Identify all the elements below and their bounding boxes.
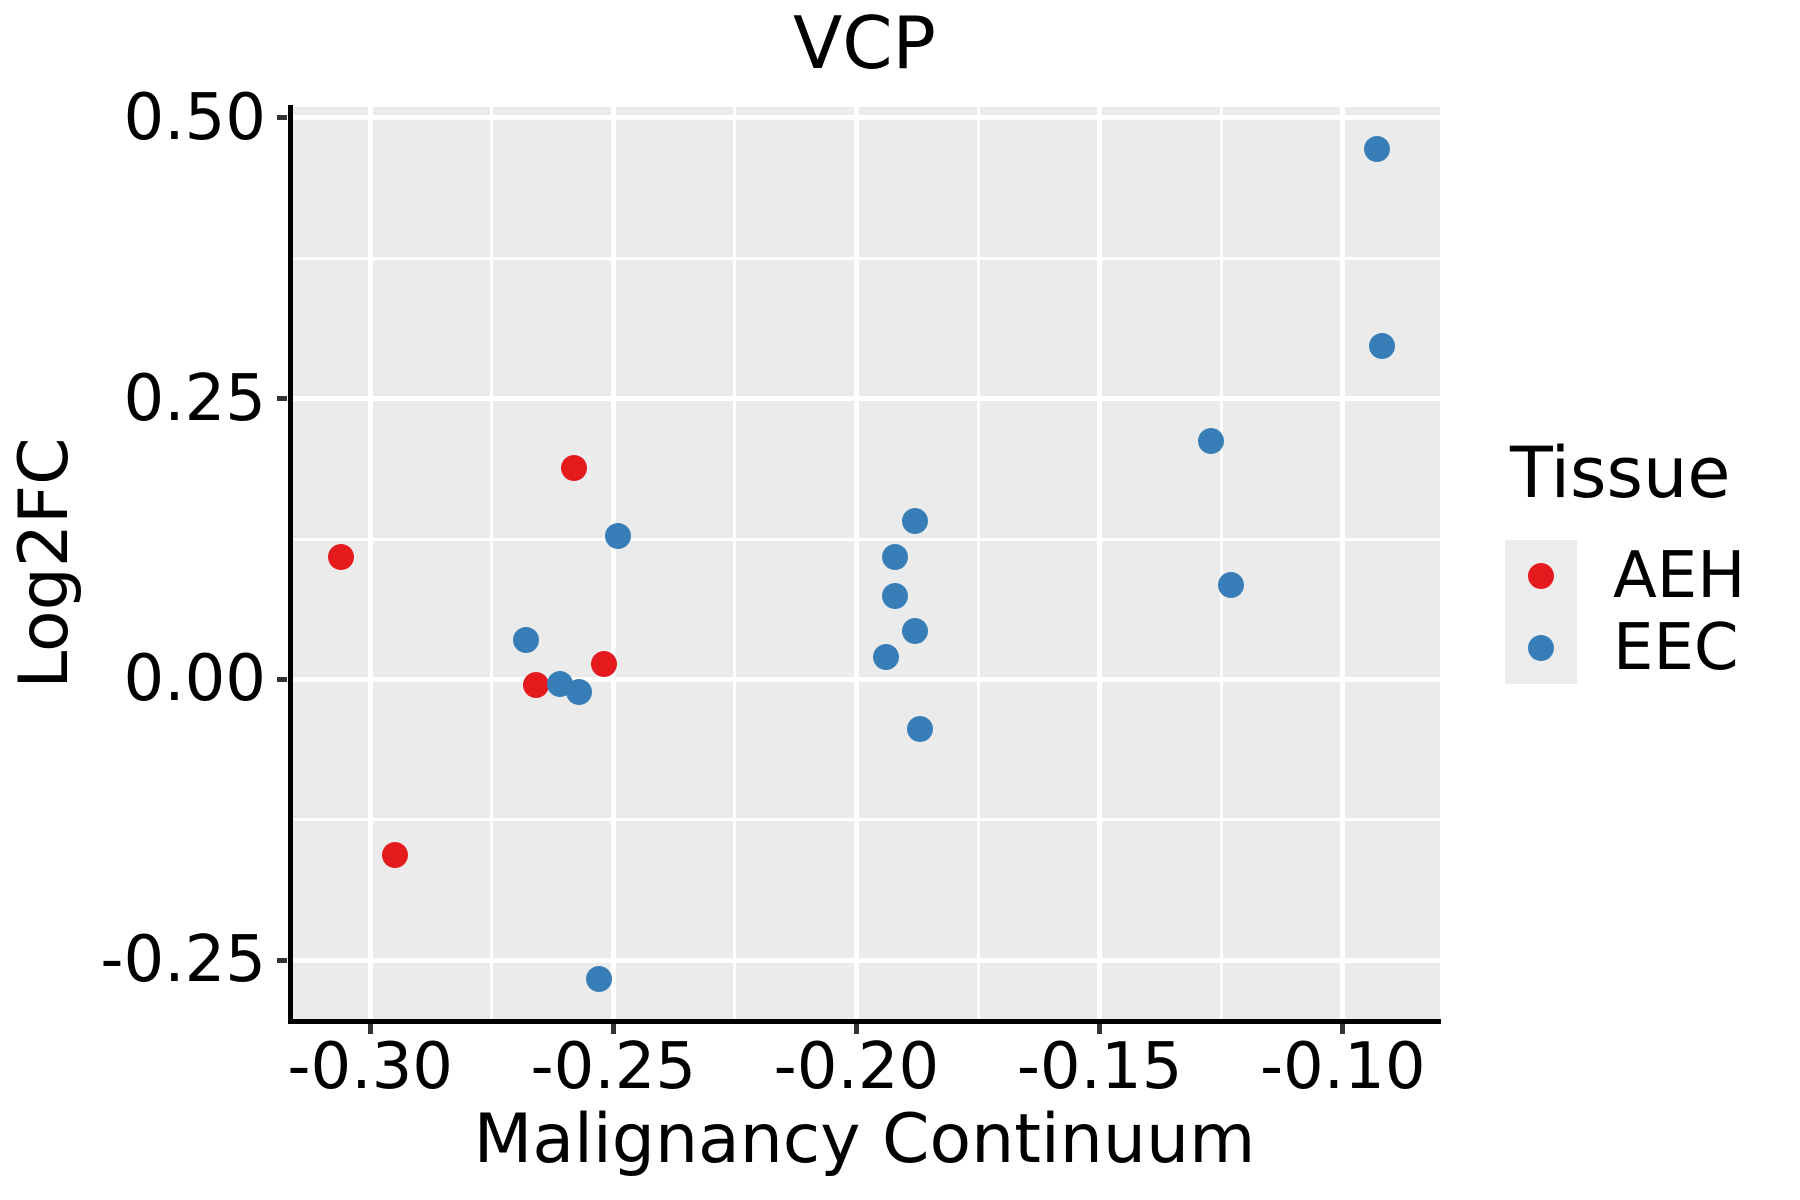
x-tick-label: -0.15 [1016, 1030, 1183, 1104]
legend-key-aeh [1505, 540, 1577, 612]
legend-title: Tissue [1510, 432, 1731, 514]
y-major-gridline [289, 115, 1440, 121]
x-tick-label: -0.25 [530, 1030, 697, 1104]
x-major-gridline [610, 107, 616, 1019]
plot-panel [289, 107, 1440, 1019]
data-point-eec [512, 627, 539, 654]
data-point-eec [585, 966, 612, 993]
data-point-eec [605, 522, 632, 549]
x-minor-gridline [1219, 107, 1223, 1019]
data-point-aeh [561, 455, 588, 482]
x-minor-gridline [733, 107, 737, 1019]
legend-label-aeh: AEH [1613, 539, 1746, 613]
x-axis-title: Malignancy Continuum [473, 1100, 1256, 1179]
legend-item-aeh: AEH [1505, 540, 1800, 612]
data-point-eec [901, 508, 928, 535]
chart-title: VCP [793, 1, 936, 85]
y-major-gridline [289, 957, 1440, 963]
data-point-eec [882, 583, 909, 610]
y-tick-mark [277, 676, 287, 682]
x-minor-gridline [976, 107, 980, 1019]
y-tick-label: 0.00 [123, 642, 267, 717]
y-minor-gridline [289, 818, 1440, 822]
x-tick-mark [367, 1024, 373, 1034]
data-point-eec [1363, 136, 1390, 163]
data-point-aeh [381, 841, 408, 868]
legend-label-eec: EEC [1613, 611, 1739, 685]
x-tick-mark [610, 1024, 616, 1034]
legend-key-eec [1505, 612, 1577, 684]
y-tick-label: 0.25 [123, 361, 267, 436]
legend: Tissue AEH EEC [1505, 436, 1800, 684]
x-tick-label: -0.10 [1259, 1030, 1426, 1104]
x-tick-label: -0.30 [287, 1030, 453, 1104]
x-major-gridline [1340, 107, 1346, 1019]
x-major-gridline [367, 107, 373, 1019]
x-tick-label: -0.20 [773, 1030, 940, 1104]
x-minor-gridline [490, 107, 494, 1019]
legend-item-eec: EEC [1505, 612, 1800, 684]
x-major-gridline [853, 107, 859, 1019]
data-point-aeh [522, 672, 549, 698]
data-point-aeh [328, 543, 355, 570]
y-axis-title: Log2FC [5, 437, 84, 689]
y-axis-line [288, 105, 293, 1024]
x-tick-mark [853, 1024, 859, 1034]
y-major-gridline [289, 396, 1440, 402]
x-axis-line [288, 1019, 1441, 1024]
y-tick-mark [277, 957, 287, 963]
aeh-point-icon [1528, 563, 1554, 589]
y-tick-mark [277, 396, 287, 402]
data-point-eec [906, 715, 933, 742]
data-point-eec [901, 618, 928, 645]
data-point-eec [1198, 428, 1225, 455]
y-tick-label: 0.50 [123, 80, 267, 155]
x-major-gridline [1097, 107, 1103, 1019]
y-minor-gridline [289, 537, 1440, 541]
data-point-eec [1217, 572, 1244, 599]
data-point-eec [882, 543, 909, 570]
y-major-gridline [289, 676, 1440, 682]
y-tick-label: -0.25 [100, 923, 266, 998]
x-tick-mark [1340, 1024, 1346, 1034]
x-tick-mark [1097, 1024, 1103, 1034]
data-point-eec [1368, 332, 1395, 359]
eec-point-icon [1528, 635, 1554, 661]
y-tick-mark [277, 115, 287, 121]
data-point-eec [566, 678, 593, 705]
data-point-aeh [590, 650, 617, 677]
data-point-eec [872, 643, 899, 670]
y-minor-gridline [289, 256, 1440, 260]
legend-items: AEH EEC [1505, 540, 1800, 684]
